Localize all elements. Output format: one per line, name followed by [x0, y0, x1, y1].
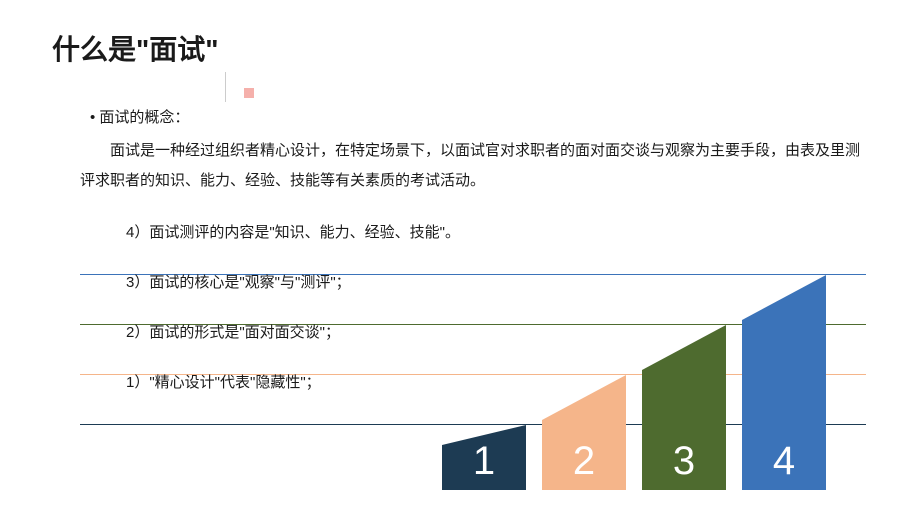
step-label: 4）面试测评的内容是"知识、能力、经验、技能"。	[126, 221, 460, 248]
step-bar-number: 1	[473, 439, 495, 484]
step-bar: 4	[742, 275, 826, 490]
step-label: 1）"精心设计"代表"隐藏性"；	[126, 371, 321, 398]
concept-label: • 面试的概念：	[90, 106, 189, 127]
step-bar-number: 4	[773, 439, 795, 484]
step-bar-number: 3	[673, 439, 695, 484]
page-title: 什么是"面试"	[52, 28, 219, 68]
step-bar: 2	[542, 375, 626, 490]
steps-chart: 4）面试测评的内容是"知识、能力、经验、技能"。 3）面试的核心是"观察"与"测评…	[80, 215, 866, 490]
concept-body: 面试是一种经过组织者精心设计，在特定场景下，以面试官对求职者的面对面交谈与观察为…	[80, 136, 866, 196]
title-accent-square	[244, 88, 254, 98]
step-label: 3）面试的核心是"观察"与"测评"；	[126, 271, 351, 298]
step-bar-number: 2	[573, 439, 595, 484]
step-bar: 3	[642, 325, 726, 490]
step-bar: 1	[442, 425, 526, 490]
step-label: 2）面试的形式是"面对面交谈"；	[126, 321, 340, 348]
title-divider	[225, 72, 226, 102]
